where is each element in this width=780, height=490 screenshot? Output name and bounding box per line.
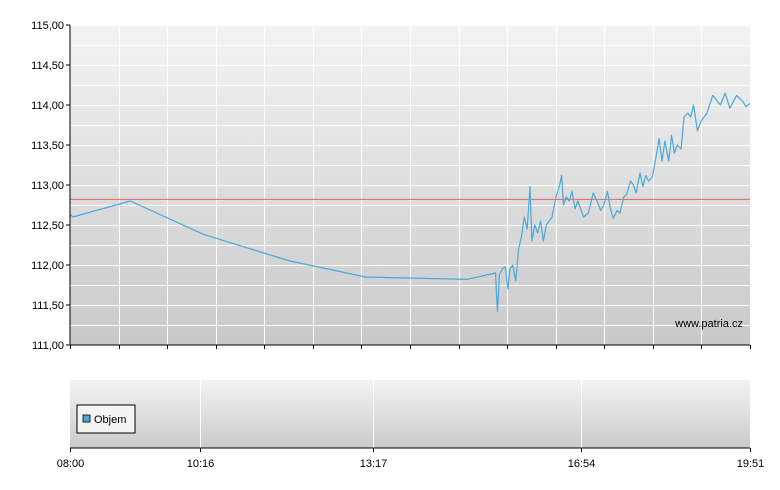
volume-legend-swatch xyxy=(82,414,91,423)
price-series-line xyxy=(69,92,751,312)
x-tick-label: 13:17 xyxy=(360,458,388,470)
grid-lines xyxy=(70,25,751,346)
x-tick-label: 19:51 xyxy=(737,458,765,470)
x-axis-tick-marks xyxy=(70,345,751,349)
y-tick-label: 113,00 xyxy=(31,180,64,192)
y-tick-label: 111,00 xyxy=(32,340,64,352)
volume-grid-lines xyxy=(200,380,582,448)
price-panel: 115,00 114,50 114,00 113,50 113,00 112,50 112,… xyxy=(31,20,751,352)
volume-panel: Objem 08:00 10:16 13:17 16:54 19:51 xyxy=(57,380,765,470)
volume-legend-label: Objem xyxy=(94,414,126,426)
y-axis-ticks: 115,00 114,50 114,00 113,50 113,00 112,50 112,… xyxy=(31,20,70,352)
x-tick-label: 16:54 xyxy=(568,458,596,470)
x-axis-labels: 08:00 10:16 13:17 16:54 19:51 xyxy=(57,448,765,470)
y-tick-label: 113,50 xyxy=(31,140,64,152)
x-tick-label: 08:00 xyxy=(57,458,85,470)
y-tick-label: 112,50 xyxy=(31,220,64,232)
volume-legend: Objem xyxy=(76,404,136,434)
x-tick-label: 10:16 xyxy=(187,458,215,470)
y-tick-label: 111,50 xyxy=(32,300,64,312)
y-tick-label: 114,00 xyxy=(31,100,64,112)
watermark: www.patria.cz xyxy=(674,318,743,330)
y-tick-label: 115,00 xyxy=(31,20,64,32)
volume-background xyxy=(70,380,750,448)
y-tick-label: 112,00 xyxy=(31,260,64,272)
y-tick-label: 114,50 xyxy=(31,60,64,72)
